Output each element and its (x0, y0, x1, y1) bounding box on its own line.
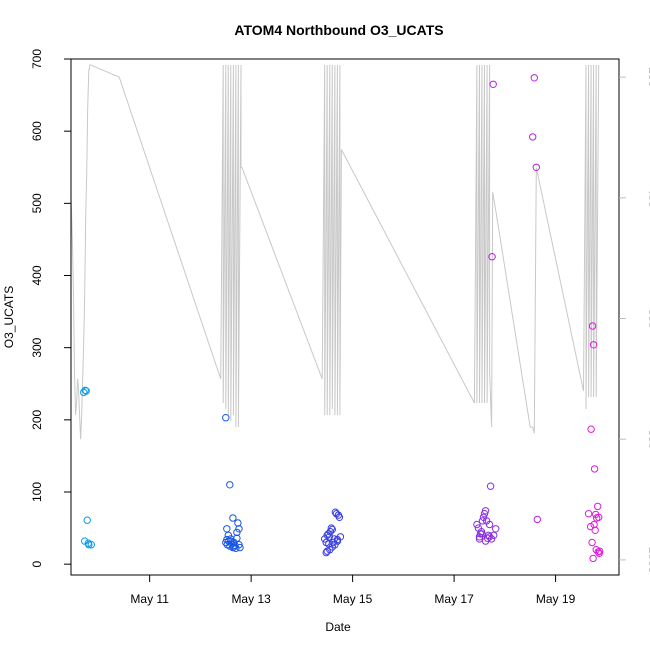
data-point (322, 548, 330, 557)
y2-tick-label: 200 (646, 67, 650, 87)
data-point (588, 322, 597, 330)
x-tick-label: May 17 (434, 592, 474, 606)
background-series-line (71, 64, 600, 440)
data-point (485, 533, 494, 541)
data-point (584, 510, 593, 518)
data-point (473, 520, 481, 529)
data-point (233, 528, 241, 537)
data-point (587, 425, 595, 433)
data-point (481, 537, 490, 545)
data-point (488, 253, 496, 261)
data-point (328, 525, 336, 534)
y-tick-label: 500 (30, 193, 44, 213)
data-point (478, 530, 486, 538)
data-points-layer (80, 74, 604, 563)
plot-frame (70, 58, 620, 576)
data-point (589, 554, 597, 563)
data-point (222, 414, 230, 422)
data-point (591, 526, 599, 534)
y-tick-label: 300 (30, 337, 44, 357)
data-point (589, 341, 598, 349)
data-point (325, 540, 333, 548)
y-tick-label: 200 (30, 410, 44, 430)
y2-tick-label: 800 (646, 429, 650, 449)
x-tick-label: May 11 (130, 592, 169, 606)
data-point (229, 514, 237, 522)
x-tick-label: May 15 (333, 592, 373, 606)
data-point (226, 481, 234, 489)
data-point (223, 525, 231, 533)
data-point (595, 513, 603, 521)
data-point (85, 541, 93, 549)
y-axis-right: 200 400 600 800 1000 (619, 67, 650, 574)
y-tick-label: 0 (30, 561, 44, 568)
data-point (235, 541, 243, 549)
data-point (530, 74, 538, 82)
data-point (233, 534, 241, 542)
data-point (326, 528, 334, 536)
data-point (486, 482, 495, 490)
data-point (489, 80, 497, 89)
data-point (82, 387, 90, 395)
y2-tick-label: 1000 (646, 547, 650, 574)
data-point (478, 517, 487, 525)
data-point (327, 524, 335, 532)
data-point (588, 538, 596, 547)
data-point (533, 515, 541, 524)
data-point (83, 516, 91, 524)
chart-title: ATOM4 Northbound O3_UCATS (234, 22, 443, 38)
data-point (325, 533, 333, 541)
y-axis-left: 0 100 200 300 400 500 600 700 (30, 49, 71, 568)
y2-tick-label: 600 (646, 308, 650, 328)
y-tick-label: 100 (30, 482, 44, 502)
data-point (590, 465, 599, 473)
data-point (490, 531, 498, 539)
data-point (81, 537, 89, 545)
data-point (595, 549, 603, 557)
data-point (333, 537, 342, 545)
x-axis-title: Date (325, 620, 351, 634)
data-point (229, 543, 237, 552)
data-point (532, 163, 540, 172)
x-axis: May 11 May 13 May 15 May 17 May 19 (130, 575, 576, 606)
data-point (335, 513, 344, 521)
data-point (223, 535, 231, 544)
data-point (481, 507, 490, 515)
x-tick-label: May 19 (536, 592, 576, 606)
y2-tick-label: 400 (646, 188, 650, 208)
data-point (227, 537, 235, 545)
x-tick-label: May 13 (231, 592, 271, 606)
background-line-layer (71, 64, 600, 440)
data-point (234, 519, 242, 527)
data-point (485, 520, 494, 529)
data-point (87, 541, 96, 549)
y-axis-title: O3_UCATS (2, 286, 16, 348)
y-tick-label: 400 (30, 265, 44, 285)
data-point (594, 548, 602, 556)
data-point (235, 525, 243, 533)
y-tick-label: 700 (30, 49, 44, 69)
data-point (81, 386, 89, 394)
data-point (529, 133, 537, 141)
y-tick-label: 600 (30, 121, 44, 141)
data-point (492, 525, 500, 533)
data-point (594, 502, 602, 511)
